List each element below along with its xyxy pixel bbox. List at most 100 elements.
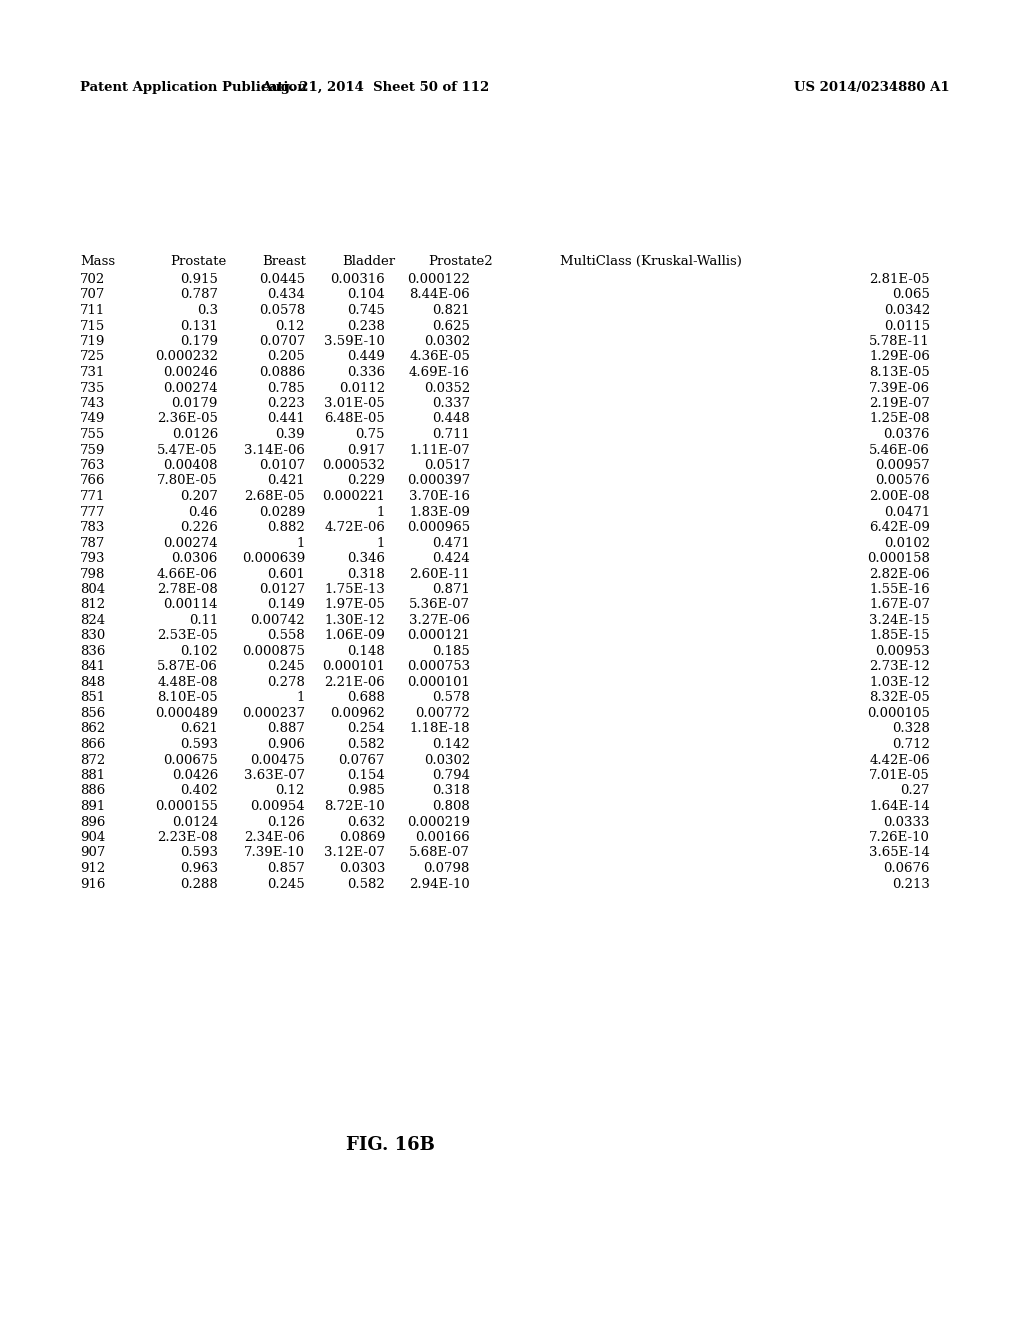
Text: 719: 719 xyxy=(80,335,105,348)
Text: 862: 862 xyxy=(80,722,105,735)
Text: 0.00408: 0.00408 xyxy=(164,459,218,473)
Text: 0.00962: 0.00962 xyxy=(331,708,385,719)
Text: 0.0306: 0.0306 xyxy=(172,552,218,565)
Text: 743: 743 xyxy=(80,397,105,411)
Text: 0.065: 0.065 xyxy=(892,289,930,301)
Text: 6.48E-05: 6.48E-05 xyxy=(325,412,385,425)
Text: 0.0471: 0.0471 xyxy=(884,506,930,519)
Text: 0.785: 0.785 xyxy=(267,381,305,395)
Text: 6.42E-09: 6.42E-09 xyxy=(869,521,930,535)
Text: 0.00246: 0.00246 xyxy=(164,366,218,379)
Text: 0.000532: 0.000532 xyxy=(322,459,385,473)
Text: 0.185: 0.185 xyxy=(432,645,470,657)
Text: 0.46: 0.46 xyxy=(188,506,218,519)
Text: 0.711: 0.711 xyxy=(432,428,470,441)
Text: 5.87E-06: 5.87E-06 xyxy=(157,660,218,673)
Text: 0.787: 0.787 xyxy=(180,289,218,301)
Text: 0.102: 0.102 xyxy=(180,645,218,657)
Text: 0.441: 0.441 xyxy=(267,412,305,425)
Text: 8.32E-05: 8.32E-05 xyxy=(869,692,930,705)
Text: 766: 766 xyxy=(80,474,105,487)
Text: 2.60E-11: 2.60E-11 xyxy=(410,568,470,581)
Text: 0.000397: 0.000397 xyxy=(407,474,470,487)
Text: 0.00576: 0.00576 xyxy=(876,474,930,487)
Text: 725: 725 xyxy=(80,351,105,363)
Text: 0.471: 0.471 xyxy=(432,536,470,549)
Text: 0.808: 0.808 xyxy=(432,800,470,813)
Text: US 2014/0234880 A1: US 2014/0234880 A1 xyxy=(795,82,950,95)
Text: 0.00772: 0.00772 xyxy=(416,708,470,719)
Text: 0.12: 0.12 xyxy=(275,319,305,333)
Text: 848: 848 xyxy=(80,676,105,689)
Text: 0.0333: 0.0333 xyxy=(884,816,930,829)
Text: 0.00957: 0.00957 xyxy=(876,459,930,473)
Text: 896: 896 xyxy=(80,816,105,829)
Text: 3.65E-14: 3.65E-14 xyxy=(869,846,930,859)
Text: 7.39E-06: 7.39E-06 xyxy=(869,381,930,395)
Text: Prostate2: Prostate2 xyxy=(428,255,493,268)
Text: Mass: Mass xyxy=(80,255,115,268)
Text: 3.24E-15: 3.24E-15 xyxy=(869,614,930,627)
Text: 0.0127: 0.0127 xyxy=(259,583,305,597)
Text: 0.000237: 0.000237 xyxy=(242,708,305,719)
Text: 0.434: 0.434 xyxy=(267,289,305,301)
Text: 7.26E-10: 7.26E-10 xyxy=(869,832,930,843)
Text: 0.915: 0.915 xyxy=(180,273,218,286)
Text: 836: 836 xyxy=(80,645,105,657)
Text: 4.42E-06: 4.42E-06 xyxy=(869,754,930,767)
Text: 0.278: 0.278 xyxy=(267,676,305,689)
Text: 798: 798 xyxy=(80,568,105,581)
Text: 0.593: 0.593 xyxy=(180,846,218,859)
Text: 0.000221: 0.000221 xyxy=(323,490,385,503)
Text: 711: 711 xyxy=(80,304,105,317)
Text: 0.424: 0.424 xyxy=(432,552,470,565)
Text: 0.0124: 0.0124 xyxy=(172,816,218,829)
Text: 904: 904 xyxy=(80,832,105,843)
Text: 0.205: 0.205 xyxy=(267,351,305,363)
Text: 715: 715 xyxy=(80,319,105,333)
Text: 4.48E-08: 4.48E-08 xyxy=(158,676,218,689)
Text: 1.67E-07: 1.67E-07 xyxy=(869,598,930,611)
Text: 2.21E-06: 2.21E-06 xyxy=(325,676,385,689)
Text: FIG. 16B: FIG. 16B xyxy=(345,1137,434,1154)
Text: 0.75: 0.75 xyxy=(355,428,385,441)
Text: 0.149: 0.149 xyxy=(267,598,305,611)
Text: 0.621: 0.621 xyxy=(180,722,218,735)
Text: 0.104: 0.104 xyxy=(347,289,385,301)
Text: Breast: Breast xyxy=(262,255,306,268)
Text: 0.0707: 0.0707 xyxy=(259,335,305,348)
Text: 2.19E-07: 2.19E-07 xyxy=(869,397,930,411)
Text: 0.00475: 0.00475 xyxy=(251,754,305,767)
Text: 0.126: 0.126 xyxy=(267,816,305,829)
Text: 0.0303: 0.0303 xyxy=(339,862,385,875)
Text: 759: 759 xyxy=(80,444,105,457)
Text: 4.36E-05: 4.36E-05 xyxy=(410,351,470,363)
Text: 5.46E-06: 5.46E-06 xyxy=(869,444,930,457)
Text: 0.558: 0.558 xyxy=(267,630,305,643)
Text: 0.000155: 0.000155 xyxy=(155,800,218,813)
Text: 0.3: 0.3 xyxy=(197,304,218,317)
Text: 0.421: 0.421 xyxy=(267,474,305,487)
Text: 0.985: 0.985 xyxy=(347,784,385,797)
Text: 0.582: 0.582 xyxy=(347,738,385,751)
Text: 804: 804 xyxy=(80,583,105,597)
Text: 0.0767: 0.0767 xyxy=(339,754,385,767)
Text: 0.0426: 0.0426 xyxy=(172,770,218,781)
Text: 0.0869: 0.0869 xyxy=(339,832,385,843)
Text: 0.213: 0.213 xyxy=(892,878,930,891)
Text: 0.000489: 0.000489 xyxy=(155,708,218,719)
Text: 1.29E-06: 1.29E-06 xyxy=(869,351,930,363)
Text: 0.328: 0.328 xyxy=(892,722,930,735)
Text: 881: 881 xyxy=(80,770,105,781)
Text: MultiClass (Kruskal-Wallis): MultiClass (Kruskal-Wallis) xyxy=(560,255,741,268)
Text: 0.000875: 0.000875 xyxy=(242,645,305,657)
Text: 0.27: 0.27 xyxy=(900,784,930,797)
Text: 2.78E-08: 2.78E-08 xyxy=(158,583,218,597)
Text: 0.154: 0.154 xyxy=(347,770,385,781)
Text: 0.593: 0.593 xyxy=(180,738,218,751)
Text: 0.00742: 0.00742 xyxy=(251,614,305,627)
Text: 0.0517: 0.0517 xyxy=(424,459,470,473)
Text: Patent Application Publication: Patent Application Publication xyxy=(80,82,307,95)
Text: 886: 886 xyxy=(80,784,105,797)
Text: 0.688: 0.688 xyxy=(347,692,385,705)
